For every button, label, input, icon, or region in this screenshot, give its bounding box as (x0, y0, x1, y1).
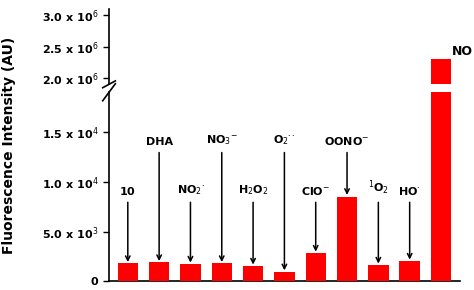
Text: NO$_3$$^{-}$: NO$_3$$^{-}$ (206, 133, 237, 260)
Text: NO$_2$$^{\cdot}$: NO$_2$$^{\cdot}$ (176, 183, 204, 261)
Text: HO$^{\cdot}$: HO$^{\cdot}$ (399, 185, 421, 258)
Bar (243, 267, 263, 281)
Bar (400, 261, 420, 281)
Bar (211, 263, 232, 281)
Bar (118, 263, 138, 281)
Text: $^1$O$_2$: $^1$O$_2$ (368, 178, 389, 262)
Text: H$_2$O$_2$: H$_2$O$_2$ (238, 183, 268, 263)
Bar (337, 197, 357, 281)
Text: $\bf{10}$: $\bf{10}$ (119, 185, 136, 260)
Text: NO: NO (452, 45, 473, 58)
Bar (274, 272, 294, 281)
Bar (431, 0, 451, 281)
Text: O$_2$$^{\cdot\cdot}$: O$_2$$^{\cdot\cdot}$ (273, 133, 296, 269)
Bar (149, 262, 169, 281)
Bar (306, 253, 326, 281)
Bar (368, 265, 389, 281)
Bar (180, 264, 201, 281)
Text: OONO$^{-}$: OONO$^{-}$ (324, 135, 370, 193)
Text: DHA: DHA (146, 137, 173, 259)
Text: ClO$^{-}$: ClO$^{-}$ (301, 185, 330, 250)
Text: Fluorescence Intensity (AU): Fluorescence Intensity (AU) (2, 36, 17, 254)
Bar (431, 59, 451, 204)
